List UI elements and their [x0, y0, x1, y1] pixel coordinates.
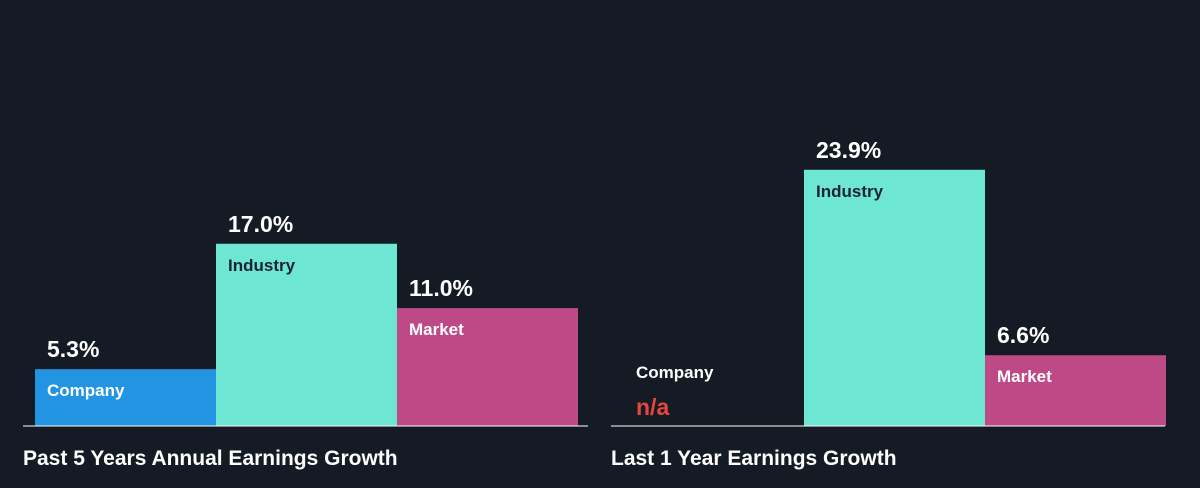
- bar-label-company: Company: [636, 363, 714, 382]
- value-label-industry: 23.9%: [816, 137, 881, 163]
- value-label-company: n/a: [636, 394, 669, 420]
- bar-label-market: Market: [997, 367, 1052, 386]
- chart-title-1: Past 5 Years Annual Earnings Growth: [23, 447, 398, 470]
- value-label-market: 11.0%: [409, 275, 473, 301]
- chart-panel-2: Company n/a 23.9% Industry 6.6% Market Last 1 …: [611, 137, 1166, 470]
- bar-industry: [216, 243, 397, 426]
- bar-label-industry: Industry: [816, 182, 884, 201]
- bar-label-company: Company: [47, 381, 125, 400]
- bar-market: [397, 308, 578, 426]
- bar-label-industry: Industry: [228, 256, 296, 275]
- bar-industry: [804, 169, 985, 427]
- bar-company: [35, 369, 216, 426]
- bar-label-market: Market: [409, 320, 464, 339]
- bar-market: [985, 355, 1166, 426]
- value-label-company: 5.3%: [47, 336, 99, 362]
- chart-title-2: Last 1 Year Earnings Growth: [611, 447, 897, 470]
- value-label-industry: 17.0%: [228, 211, 293, 237]
- chart-panel-1: 5.3% Company 17.0% Industry 11.0% Market Past …: [23, 211, 588, 470]
- value-label-market: 6.6%: [997, 322, 1049, 348]
